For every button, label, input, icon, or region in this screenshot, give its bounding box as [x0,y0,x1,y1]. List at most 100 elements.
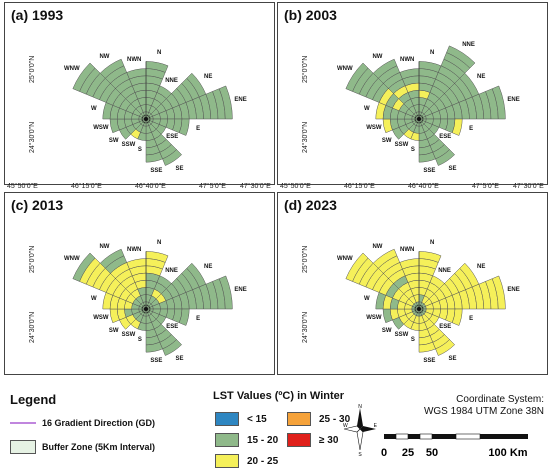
direction-label: NW [372,243,383,250]
direction-label: NWN [127,246,142,253]
legend-buffer: Buffer Zone (5Km Interval) [10,440,155,454]
direction-label: WNW [63,256,80,263]
direction-label: WSW [93,314,109,321]
legend-title: Legend [10,392,57,407]
lst-class: < 15 [215,412,267,426]
center-ring [141,304,151,314]
lst-label-0: < 15 [247,413,267,425]
direction-label: S [137,336,142,343]
coord-label-top: 45°50'0"E [7,183,38,190]
coord-label-left: 24°30'0"N [29,311,36,343]
coord-label-top: 46°15'0"E [71,183,102,190]
lst-label-4: ≥ 30 [319,434,339,446]
coord-label-top: 46°15'0"E [344,183,375,190]
direction-label: ENE [507,97,520,104]
direction-label: SSE [423,168,436,175]
buffer-cell [418,341,436,353]
map-panel-3: N NNE NE ENE E ESE SE SSE S SSW SW WSW W WNW NW NWN (d) … [277,183,548,375]
lst-title: LST Values (ºC) in Winter [213,390,345,402]
center-point [417,307,421,311]
direction-label: NE [477,74,486,81]
north-arrow-icon: N E S W [343,404,378,456]
direction-label: NWN [400,56,415,63]
direction-label: E [469,316,474,323]
coord-label-left: 24°30'0"N [302,311,309,343]
direction-label: NNE [165,267,178,274]
direction-label: SW [381,327,392,334]
direction-label: WSW [366,124,382,131]
direction-label: WNW [336,256,353,263]
lst-class: 20 - 25 [215,454,278,468]
direction-label: W [90,105,97,112]
buffer-cell [435,339,455,356]
direction-label: SSW [394,142,409,149]
direction-label: E [196,316,201,323]
direction-label: NW [99,53,110,60]
coord-system-line-2: WGS 1984 UTM Zone 38N [423,406,544,417]
buffer-cell [72,252,96,282]
direction-label: ESE [439,323,452,330]
buffer-cell [218,85,233,120]
map-panel-1: N NNE NE ENE E ESE SE SSE S SSW SW WSW W WNW NW NWN (b) … [277,2,548,185]
direction-label: N [157,239,162,246]
direction-label: E [469,126,474,133]
buffer-cell [451,118,463,136]
coord-label-top: 46°40'0"E [135,183,166,190]
rose-diagram [345,248,506,356]
map-panel-0: N NNE NE ENE E ESE SE SSE S SSW SW WSW W WNW NW NWN (a) … [4,2,275,185]
direction-label: ENE [507,287,520,294]
scale-bar: 0 25 50 100 Km [381,433,528,459]
panel-title: (a) 1993 [11,7,64,23]
center-point [417,117,421,121]
direction-label: WSW [93,124,109,131]
direction-label: S [410,336,415,343]
rose-diagram [345,45,506,166]
buffer-cell [162,339,182,356]
panel-title: (c) 2013 [11,197,64,213]
direction-label: N [430,239,435,246]
buffer-cell [372,248,398,269]
direction-label: SSW [394,332,409,339]
rose-diagram [72,58,233,166]
buffer-cell [491,275,506,310]
center-point [144,307,148,311]
coord-system-line-1: Coordinate System: [456,394,544,405]
coord-label-top: 47°5'0"E [472,183,499,190]
direction-label: ENE [234,97,247,104]
buffer-cell [345,252,369,282]
direction-label: SW [108,137,119,144]
direction-label: NE [204,264,213,271]
direction-label: W [363,295,370,302]
buffer-cell [491,85,506,120]
direction-label: ESE [439,133,452,140]
direction-label: NE [477,264,486,271]
direction-label: SW [381,137,392,144]
buffer-cell [162,149,182,166]
direction-label: SE [448,356,457,363]
center-point [144,117,148,121]
buffer-cell [435,149,455,166]
lst-label-3: 25 - 30 [319,413,351,425]
direction-label: WNW [336,66,353,73]
direction-label: SSE [150,358,163,365]
north-label-w: W [343,423,348,429]
direction-label: SE [448,166,457,173]
coord-label-left: 24°30'0"N [302,121,309,153]
direction-label: NW [99,243,110,250]
direction-label: WNW [63,66,80,73]
buffer-cell [99,248,125,269]
coord-label-left: 25°0'0"N [29,245,36,273]
buffer-cell [178,308,190,326]
buffer-cell [218,275,233,310]
lst-class: 15 - 20 [215,433,278,447]
legend: Legend 16 Gradient Direction (GD) Buffer… [0,380,550,476]
legend-buffer-label: Buffer Zone (5Km Interval) [42,442,156,452]
gd-line-icon [10,422,36,424]
lst-swatch-3 [287,412,311,426]
legend-gd: 16 Gradient Direction (GD) [10,418,155,428]
coord-label-top: 45°50'0"E [280,183,311,190]
lst-label-1: 15 - 20 [247,434,279,446]
direction-label: SSE [150,168,163,175]
coord-label-left: 25°0'0"N [302,55,309,83]
buffer-cell [178,118,190,136]
